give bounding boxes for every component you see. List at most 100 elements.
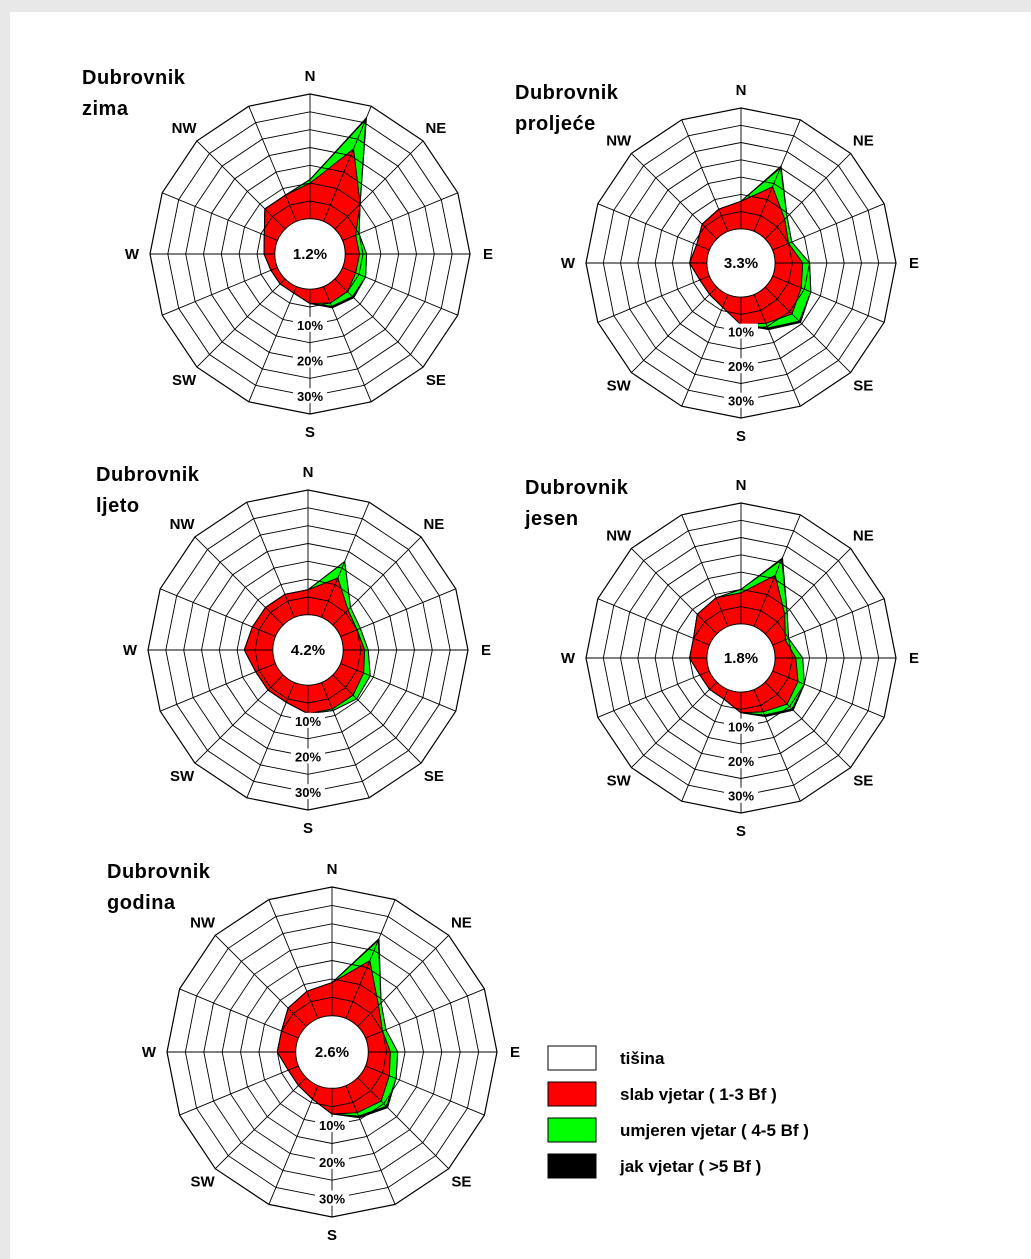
legend: tišina slab vjetar ( 1-3 Bf ) umjeren vjet… bbox=[547, 1045, 809, 1179]
legend-swatch bbox=[547, 1045, 597, 1071]
grid-spoke bbox=[323, 106, 372, 222]
grid-spoke bbox=[753, 119, 801, 232]
direction-label-s: S bbox=[736, 428, 746, 445]
ring-label-bg bbox=[291, 784, 325, 800]
ring-label: 30% bbox=[728, 789, 754, 804]
grid-spoke bbox=[365, 1065, 485, 1116]
calm-circle bbox=[706, 623, 776, 693]
grid-spoke bbox=[681, 119, 729, 232]
wind-rose-1: Dubrovnik zima 1.2% 10% 20% 30% N NE E SE S SW W NW bbox=[82, 67, 493, 441]
ring-label: 30% bbox=[319, 1192, 345, 1207]
legend-label: jak vjetar ( >5 Bf ) bbox=[619, 1157, 761, 1176]
direction-label-se: SE bbox=[853, 772, 873, 789]
calm-percentage: 1.2% bbox=[293, 246, 327, 263]
grid-spoke bbox=[332, 536, 422, 626]
ring-label: 20% bbox=[297, 354, 323, 369]
grid-spoke bbox=[334, 278, 424, 368]
direction-label-w: W bbox=[561, 650, 576, 667]
direction-label-s: S bbox=[327, 1227, 337, 1244]
rose-title-line: Dubrovnik bbox=[525, 477, 629, 499]
ring-label-bg bbox=[291, 712, 325, 728]
grid-spoke bbox=[631, 153, 718, 240]
rose-title-line: zima bbox=[82, 98, 129, 120]
direction-label-ne: NE bbox=[853, 528, 874, 545]
direction-label-e: E bbox=[909, 255, 919, 272]
rose-title-line: Dubrovnik bbox=[515, 82, 619, 104]
direction-label-w: W bbox=[142, 1044, 157, 1061]
grid-spoke bbox=[597, 598, 710, 646]
ring-label-bg bbox=[724, 718, 758, 734]
grid-spoke bbox=[753, 689, 801, 802]
direction-label-nw: NW bbox=[170, 516, 196, 533]
grid-spoke bbox=[357, 934, 450, 1027]
grid-spoke bbox=[365, 988, 485, 1039]
ring-label-bg bbox=[293, 352, 327, 368]
wind-rose-3: Dubrovnik ljeto 4.2% 10% 20% 30% N NE E SE S SW W NW bbox=[96, 464, 491, 837]
legend-swatch bbox=[547, 1081, 597, 1107]
grid-spoke bbox=[764, 548, 851, 635]
ring-label: 10% bbox=[728, 325, 754, 340]
grid-spoke bbox=[214, 934, 307, 1027]
wind-rose-2: Dubrovnik proljeće 3.3% 10% 20% 30% N NE E SE S SW W… bbox=[515, 82, 919, 445]
ring-label-bg bbox=[291, 748, 325, 764]
grid-spoke bbox=[160, 663, 276, 712]
grid-spoke bbox=[194, 674, 284, 764]
ring-label: 20% bbox=[295, 750, 321, 765]
grid-spoke bbox=[162, 267, 278, 316]
ring-label-bg bbox=[724, 392, 758, 408]
grid-spoke bbox=[160, 588, 276, 637]
direction-label-ne: NE bbox=[451, 915, 472, 932]
ring-label: 10% bbox=[297, 318, 323, 333]
direction-label-w: W bbox=[123, 642, 138, 659]
ring-label: 20% bbox=[319, 1155, 345, 1170]
grid-spoke bbox=[597, 203, 710, 251]
direction-label-nw: NW bbox=[172, 120, 198, 137]
direction-label-w: W bbox=[125, 246, 140, 263]
ring-label-bg bbox=[293, 388, 327, 404]
rose-title-line: jesen bbox=[524, 508, 579, 530]
rose-title-line: ljeto bbox=[96, 495, 140, 517]
grid-spoke bbox=[597, 275, 710, 323]
grid-spoke bbox=[631, 681, 718, 768]
ring-label: 10% bbox=[295, 714, 321, 729]
grid-spoke bbox=[764, 681, 851, 768]
rose-title-line: Dubrovnik bbox=[82, 67, 186, 89]
grid-spoke bbox=[334, 140, 424, 230]
direction-label-sw: SW bbox=[172, 372, 197, 389]
ring-label-bg bbox=[724, 358, 758, 374]
rose-title-line: proljeće bbox=[515, 113, 596, 135]
legend-label: umjeren vjetar ( 4-5 Bf ) bbox=[620, 1121, 809, 1140]
grid-spoke bbox=[323, 286, 372, 402]
rose-title-line: Dubrovnik bbox=[96, 464, 200, 486]
ring-label: 30% bbox=[297, 389, 323, 404]
grid-spoke bbox=[681, 689, 729, 802]
calm-circle bbox=[274, 218, 346, 290]
grid-spoke bbox=[772, 598, 885, 646]
ring-label-bg bbox=[315, 1153, 349, 1169]
wind-rose-4: Dubrovnik jesen 1.8% 10% 20% 30% N NE E SE S SW W NW bbox=[524, 477, 919, 840]
calm-percentage: 3.3% bbox=[724, 255, 758, 272]
calm-percentage: 1.8% bbox=[724, 650, 758, 667]
calm-percentage: 2.6% bbox=[315, 1044, 349, 1061]
ring-label: 10% bbox=[728, 720, 754, 735]
direction-label-nw: NW bbox=[190, 915, 216, 932]
direction-label-sw: SW bbox=[607, 377, 632, 394]
direction-label-sw: SW bbox=[170, 768, 195, 785]
grid-spoke bbox=[772, 203, 885, 251]
direction-label-se: SE bbox=[853, 377, 873, 394]
direction-label-n: N bbox=[305, 68, 316, 85]
grid-spoke bbox=[681, 294, 729, 407]
direction-label-n: N bbox=[736, 477, 747, 494]
legend-label: tišina bbox=[620, 1049, 665, 1068]
direction-label-n: N bbox=[736, 82, 747, 99]
grid-spoke bbox=[248, 286, 297, 402]
direction-label-n: N bbox=[303, 464, 314, 481]
grid-spoke bbox=[340, 663, 456, 712]
direction-label-s: S bbox=[736, 823, 746, 840]
direction-label-w: W bbox=[561, 255, 576, 272]
grid-spoke bbox=[321, 682, 370, 798]
direction-label-e: E bbox=[510, 1044, 520, 1061]
grid-spoke bbox=[196, 278, 286, 368]
grid-spoke bbox=[631, 286, 718, 373]
grid-spoke bbox=[631, 548, 718, 635]
